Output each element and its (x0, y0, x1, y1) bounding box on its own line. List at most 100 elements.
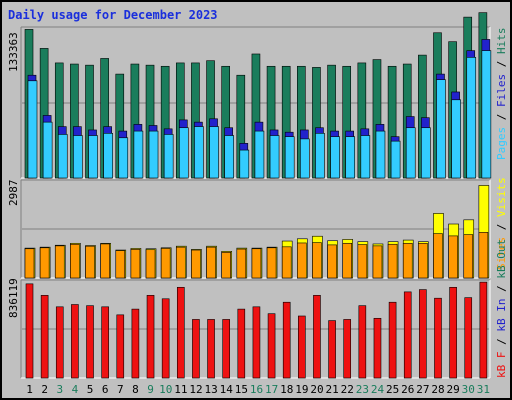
pages-bar-day-8 (133, 130, 144, 179)
pages-bar-day-4 (73, 135, 83, 179)
pages-bar-day-10 (163, 134, 174, 179)
kbf-bar-day-19 (298, 315, 306, 379)
pages-bar-day-6 (103, 133, 113, 179)
day-label-3: 3 (57, 383, 64, 396)
panel1-legend-sep: / (495, 107, 508, 127)
pages-bar-day-21 (330, 136, 340, 179)
pages-bar-day-29 (451, 99, 461, 179)
kbf-bar-day-13 (207, 319, 215, 379)
sites-bar-day-8 (130, 249, 141, 279)
kbf-bar-day-16 (252, 306, 261, 379)
day-label-25: 25 (386, 383, 399, 396)
pages-bar-day-31 (481, 50, 492, 179)
pages-bar-day-22 (345, 136, 356, 179)
pages-bar-day-18 (284, 136, 295, 179)
day-label-5: 5 (87, 383, 94, 396)
sites-bar-day-7 (115, 250, 126, 279)
kbf-bar-day-30 (464, 297, 473, 379)
day-label-26: 26 (401, 383, 414, 396)
panel3-legend-kb-out: kB Out (495, 239, 508, 279)
day-label-21: 21 (326, 383, 339, 396)
sites-bar-day-5 (85, 245, 95, 279)
day-label-12: 12 (189, 383, 202, 396)
kbf-bar-day-20 (313, 295, 321, 379)
kbf-bar-day-31 (479, 281, 488, 379)
day-label-13: 13 (204, 383, 217, 396)
sites-bar-day-26 (402, 242, 413, 279)
day-label-24: 24 (371, 383, 385, 396)
sites-bar-day-29 (448, 235, 458, 279)
kbf-bar-day-4 (71, 304, 79, 379)
day-label-8: 8 (132, 383, 139, 396)
sites-bar-day-23 (357, 244, 368, 279)
chart-title: Daily usage for December 2023 (8, 8, 218, 22)
sites-bar-day-19 (297, 242, 307, 279)
kbf-bar-day-9 (146, 295, 155, 379)
day-label-17: 17 (265, 383, 278, 396)
pages-bar-day-23 (360, 135, 371, 179)
day-label-19: 19 (295, 383, 308, 396)
kbf-bar-day-15 (237, 308, 246, 379)
kbf-bar-day-27 (419, 289, 427, 379)
panel3-legend-text: kB F / kB In / kB Out (495, 239, 508, 378)
day-label-29: 29 (447, 383, 460, 396)
panel1-legend-text: Pages / Files / Hits (495, 28, 508, 161)
panel3-legend-sep: / (495, 279, 508, 299)
day-label-30: 30 (462, 383, 475, 396)
day-label-23: 23 (356, 383, 369, 396)
kbf-bar-day-6 (101, 306, 109, 379)
sites-bar-day-15 (236, 248, 247, 279)
kbf-bar-day-18 (282, 301, 291, 379)
sites-bar-day-12 (191, 249, 201, 279)
sites-bar-day-27 (418, 242, 428, 279)
day-label-31: 31 (477, 383, 490, 396)
panel1-legend-pages: Pages (495, 127, 508, 160)
panel1-legend-hits: Hits (495, 28, 508, 55)
kbf-bar-day-8 (131, 308, 140, 379)
sites-bar-day-25 (387, 243, 398, 279)
panel1-ymax-label: 133363 (7, 32, 20, 72)
pages-bar-day-19 (300, 138, 310, 179)
pages-bar-day-13 (209, 126, 219, 179)
panel2-legend-visits: Visits (495, 177, 508, 217)
sites-bar-day-9 (145, 249, 156, 279)
kbf-bar-day-23 (358, 305, 367, 379)
sites-bar-day-2 (39, 247, 50, 279)
day-label-11: 11 (174, 383, 187, 396)
kbf-bar-day-5 (86, 305, 94, 379)
panel3-legend: kB F / kB In / kB Out (495, 239, 508, 378)
pages-bar-day-3 (57, 134, 68, 179)
day-label-28: 28 (431, 383, 444, 396)
panel2-legend-sites: Sites (495, 237, 508, 270)
pages-bar-day-20 (315, 133, 325, 179)
pages-bar-day-24 (375, 130, 386, 179)
sites-bar-day-14 (221, 251, 231, 279)
kbf-bar-day-17 (267, 313, 276, 379)
day-label-9: 9 (147, 383, 154, 396)
pages-bar-day-5 (88, 135, 98, 179)
kbf-bar-day-12 (192, 319, 200, 379)
kbf-bar-day-2 (40, 295, 49, 379)
pages-bar-day-27 (421, 127, 431, 179)
panel3-legend-kb-f: kB F (495, 352, 508, 379)
kbf-bar-day-26 (403, 291, 412, 379)
panel3-legend-sep: / (495, 332, 508, 352)
pages-bar-day-15 (239, 149, 250, 179)
pages-bar-day-12 (194, 126, 204, 179)
panel1-legend-sep: / (495, 54, 508, 74)
day-label-7: 7 (117, 383, 124, 396)
sites-bar-day-3 (54, 245, 65, 279)
sites-bar-day-31 (478, 232, 489, 279)
pages-bar-day-11 (178, 127, 189, 179)
sites-bar-day-28 (433, 233, 443, 279)
pages-bar-day-25 (390, 140, 401, 179)
panel2-legend-text: Sites / Visits (495, 177, 508, 270)
kbf-bar-day-11 (176, 286, 185, 379)
pages-bar-day-16 (254, 130, 265, 179)
sites-bar-day-20 (312, 242, 322, 279)
kbf-bar-day-24 (373, 317, 382, 379)
sites-bar-day-10 (160, 248, 171, 279)
kbf-bar-day-28 (434, 297, 442, 379)
kbf-bar-day-29 (449, 286, 457, 379)
